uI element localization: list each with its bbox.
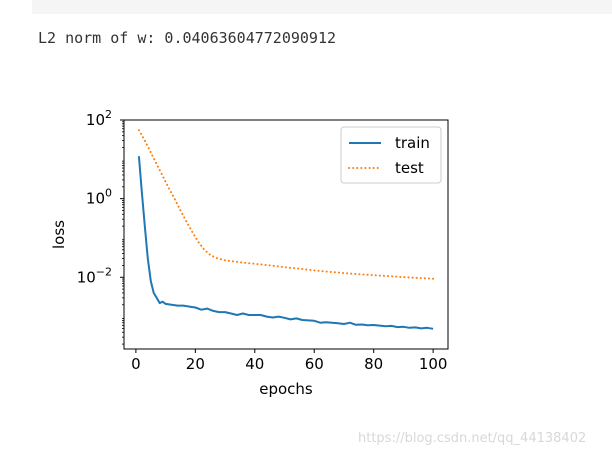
l2-norm-output: L2 norm of w: 0.04063604772090912 bbox=[38, 29, 337, 47]
code-cell-bottom-edge bbox=[32, 0, 612, 14]
legend-box bbox=[340, 126, 442, 184]
y-tick-label: 102 bbox=[86, 108, 112, 129]
axes-frame bbox=[123, 119, 449, 350]
legend-label-train: train bbox=[395, 134, 430, 152]
legend-label-test: test bbox=[395, 159, 424, 177]
y-tick-label: 10−2 bbox=[77, 265, 112, 286]
x-tick-label: 80 bbox=[364, 355, 383, 373]
y-tick-label: 100 bbox=[86, 187, 112, 208]
x-tick-label: 40 bbox=[245, 355, 264, 373]
x-axis-label: epochs bbox=[259, 380, 313, 398]
x-tick-label: 60 bbox=[305, 355, 324, 373]
x-tick-label: 0 bbox=[131, 355, 141, 373]
series-line-test bbox=[137, 129, 435, 280]
watermark: https://blog.csdn.net/qq_44138402 bbox=[358, 431, 587, 446]
series-line-train bbox=[137, 156, 434, 330]
x-tick-label: 20 bbox=[186, 355, 205, 373]
y-axis-label: loss bbox=[50, 220, 68, 249]
x-tick-label: 100 bbox=[419, 355, 448, 373]
plot-area: 0 20 40 60 80 100 102 100 10−2 epochs loss train tes… bbox=[50, 108, 449, 398]
